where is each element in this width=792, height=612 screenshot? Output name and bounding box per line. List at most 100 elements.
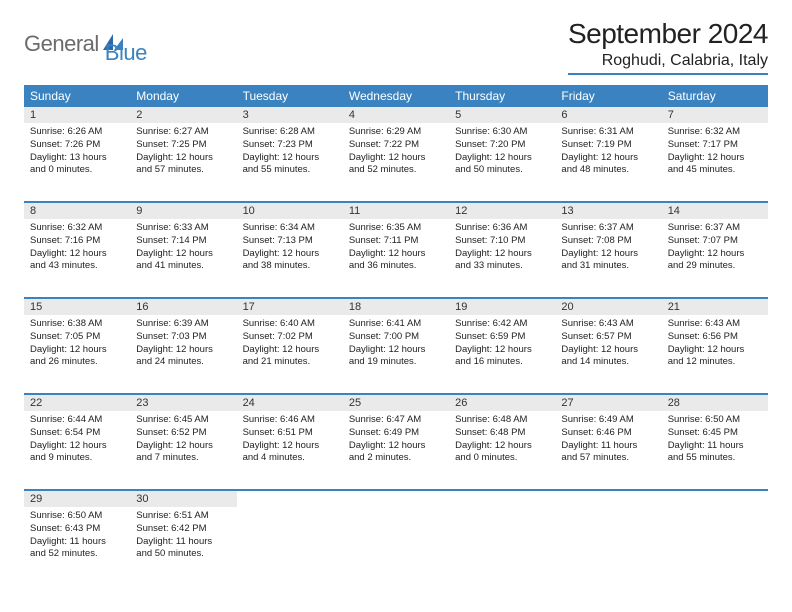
day-details: Sunrise: 6:29 AMSunset: 7:22 PMDaylight:… <box>343 123 449 201</box>
day-number: 6 <box>555 107 661 123</box>
sunrise-line: Sunrise: 6:29 AM <box>349 126 443 139</box>
day-cell: 26Sunrise: 6:48 AMSunset: 6:48 PMDayligh… <box>449 394 555 490</box>
day-cell: 7Sunrise: 6:32 AMSunset: 7:17 PMDaylight… <box>662 107 768 202</box>
daylight-line: and 50 minutes. <box>455 164 549 177</box>
day-details: Sunrise: 6:32 AMSunset: 7:17 PMDaylight:… <box>662 123 768 201</box>
daylight-line: Daylight: 12 hours <box>136 344 230 357</box>
daylight-line: and 57 minutes. <box>136 164 230 177</box>
day-number: 27 <box>555 395 661 411</box>
day-cell: 16Sunrise: 6:39 AMSunset: 7:03 PMDayligh… <box>130 298 236 394</box>
day-cell: 8Sunrise: 6:32 AMSunset: 7:16 PMDaylight… <box>24 202 130 298</box>
title-block: September 2024 Roghudi, Calabria, Italy <box>568 18 768 75</box>
logo: General Blue <box>24 18 147 66</box>
sunset-line: Sunset: 7:17 PM <box>668 139 762 152</box>
daylight-line: and 38 minutes. <box>243 260 337 273</box>
daylight-line: and 12 minutes. <box>668 356 762 369</box>
day-cell: 9Sunrise: 6:33 AMSunset: 7:14 PMDaylight… <box>130 202 236 298</box>
sunrise-line: Sunrise: 6:51 AM <box>136 510 230 523</box>
day-details: Sunrise: 6:51 AMSunset: 6:42 PMDaylight:… <box>130 507 236 585</box>
week-row: 22Sunrise: 6:44 AMSunset: 6:54 PMDayligh… <box>24 394 768 490</box>
sunrise-line: Sunrise: 6:44 AM <box>30 414 124 427</box>
day-number: 19 <box>449 299 555 315</box>
day-number: 28 <box>662 395 768 411</box>
daylight-line: and 31 minutes. <box>561 260 655 273</box>
sunrise-line: Sunrise: 6:45 AM <box>136 414 230 427</box>
week-row: 8Sunrise: 6:32 AMSunset: 7:16 PMDaylight… <box>24 202 768 298</box>
week-row: 15Sunrise: 6:38 AMSunset: 7:05 PMDayligh… <box>24 298 768 394</box>
sunset-line: Sunset: 7:02 PM <box>243 331 337 344</box>
day-number: 30 <box>130 491 236 507</box>
sunset-line: Sunset: 6:42 PM <box>136 523 230 536</box>
day-number: 8 <box>24 203 130 219</box>
day-details: Sunrise: 6:48 AMSunset: 6:48 PMDaylight:… <box>449 411 555 489</box>
sunrise-line: Sunrise: 6:33 AM <box>136 222 230 235</box>
sunset-line: Sunset: 7:11 PM <box>349 235 443 248</box>
day-details: Sunrise: 6:44 AMSunset: 6:54 PMDaylight:… <box>24 411 130 489</box>
daylight-line: Daylight: 12 hours <box>243 152 337 165</box>
day-details: Sunrise: 6:38 AMSunset: 7:05 PMDaylight:… <box>24 315 130 393</box>
day-details: Sunrise: 6:37 AMSunset: 7:07 PMDaylight:… <box>662 219 768 297</box>
day-number: 5 <box>449 107 555 123</box>
sunset-line: Sunset: 6:49 PM <box>349 427 443 440</box>
daylight-line: Daylight: 12 hours <box>243 344 337 357</box>
day-cell: 23Sunrise: 6:45 AMSunset: 6:52 PMDayligh… <box>130 394 236 490</box>
day-cell: 14Sunrise: 6:37 AMSunset: 7:07 PMDayligh… <box>662 202 768 298</box>
day-details: Sunrise: 6:45 AMSunset: 6:52 PMDaylight:… <box>130 411 236 489</box>
day-number: 2 <box>130 107 236 123</box>
day-details: Sunrise: 6:37 AMSunset: 7:08 PMDaylight:… <box>555 219 661 297</box>
day-details: Sunrise: 6:43 AMSunset: 6:56 PMDaylight:… <box>662 315 768 393</box>
daylight-line: and 55 minutes. <box>243 164 337 177</box>
day-number: 20 <box>555 299 661 315</box>
daylight-line: and 52 minutes. <box>30 548 124 561</box>
sunset-line: Sunset: 6:57 PM <box>561 331 655 344</box>
sunset-line: Sunset: 6:45 PM <box>668 427 762 440</box>
sunrise-line: Sunrise: 6:40 AM <box>243 318 337 331</box>
daylight-line: Daylight: 12 hours <box>561 344 655 357</box>
daylight-line: Daylight: 12 hours <box>561 248 655 261</box>
daylight-line: Daylight: 12 hours <box>349 440 443 453</box>
daylight-line: Daylight: 12 hours <box>349 152 443 165</box>
sunset-line: Sunset: 7:16 PM <box>30 235 124 248</box>
daylight-line: Daylight: 12 hours <box>136 248 230 261</box>
sunset-line: Sunset: 6:56 PM <box>668 331 762 344</box>
sunrise-line: Sunrise: 6:46 AM <box>243 414 337 427</box>
day-number: 16 <box>130 299 236 315</box>
day-cell: 10Sunrise: 6:34 AMSunset: 7:13 PMDayligh… <box>237 202 343 298</box>
daylight-line: and 14 minutes. <box>561 356 655 369</box>
day-details: Sunrise: 6:43 AMSunset: 6:57 PMDaylight:… <box>555 315 661 393</box>
daylight-line: Daylight: 13 hours <box>30 152 124 165</box>
sunset-line: Sunset: 7:19 PM <box>561 139 655 152</box>
day-header-row: Sunday Monday Tuesday Wednesday Thursday… <box>24 85 768 107</box>
day-number: 26 <box>449 395 555 411</box>
sunrise-line: Sunrise: 6:49 AM <box>561 414 655 427</box>
daylight-line: and 50 minutes. <box>136 548 230 561</box>
day-number: 4 <box>343 107 449 123</box>
day-cell: 5Sunrise: 6:30 AMSunset: 7:20 PMDaylight… <box>449 107 555 202</box>
day-number: 22 <box>24 395 130 411</box>
day-cell: 21Sunrise: 6:43 AMSunset: 6:56 PMDayligh… <box>662 298 768 394</box>
day-number: 10 <box>237 203 343 219</box>
day-number: 9 <box>130 203 236 219</box>
daylight-line: Daylight: 12 hours <box>668 248 762 261</box>
day-number: 14 <box>662 203 768 219</box>
day-cell <box>237 490 343 585</box>
sunrise-line: Sunrise: 6:43 AM <box>561 318 655 331</box>
day-number: 24 <box>237 395 343 411</box>
sunset-line: Sunset: 7:08 PM <box>561 235 655 248</box>
sunrise-line: Sunrise: 6:36 AM <box>455 222 549 235</box>
sunrise-line: Sunrise: 6:37 AM <box>668 222 762 235</box>
location: Roghudi, Calabria, Italy <box>568 52 768 75</box>
day-cell: 29Sunrise: 6:50 AMSunset: 6:43 PMDayligh… <box>24 490 130 585</box>
sunset-line: Sunset: 7:07 PM <box>668 235 762 248</box>
day-details: Sunrise: 6:33 AMSunset: 7:14 PMDaylight:… <box>130 219 236 297</box>
daylight-line: and 33 minutes. <box>455 260 549 273</box>
day-details: Sunrise: 6:47 AMSunset: 6:49 PMDaylight:… <box>343 411 449 489</box>
sunset-line: Sunset: 7:20 PM <box>455 139 549 152</box>
sunrise-line: Sunrise: 6:41 AM <box>349 318 443 331</box>
col-wednesday: Wednesday <box>343 85 449 107</box>
sunrise-line: Sunrise: 6:27 AM <box>136 126 230 139</box>
sunset-line: Sunset: 6:48 PM <box>455 427 549 440</box>
daylight-line: Daylight: 12 hours <box>455 248 549 261</box>
day-number: 1 <box>24 107 130 123</box>
daylight-line: Daylight: 12 hours <box>455 440 549 453</box>
